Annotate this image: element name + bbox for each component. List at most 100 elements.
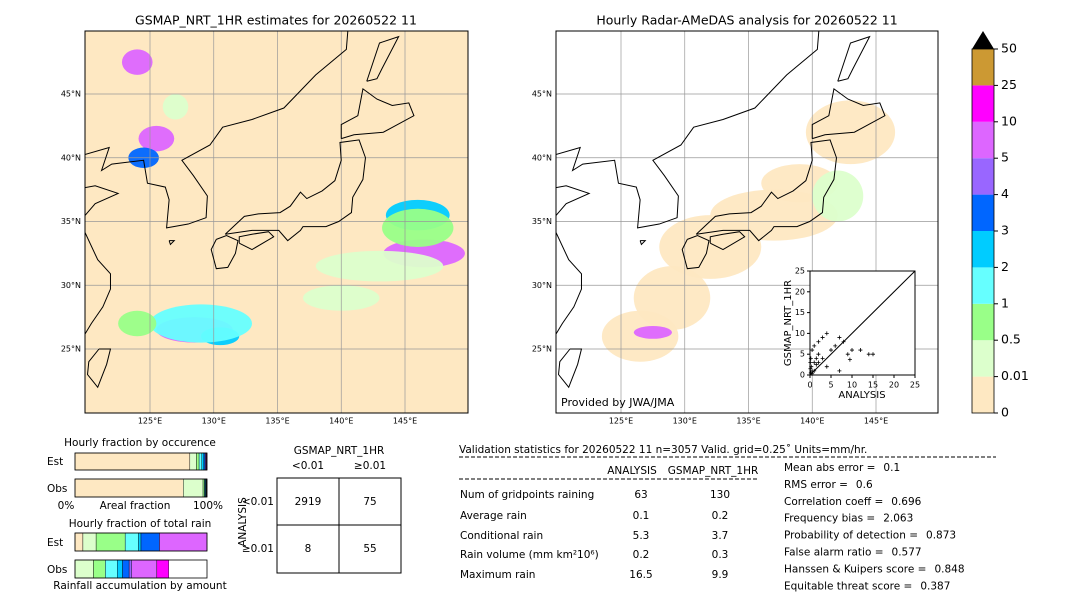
scatter-point (824, 364, 829, 369)
cell: 55 (363, 543, 376, 555)
coastline (681, 234, 710, 270)
column-header: GSMAP_NRT_1HR (668, 465, 759, 477)
fraction-segment (128, 559, 132, 579)
fraction-segment (95, 532, 126, 552)
lat-label: 30°N (61, 281, 81, 290)
fraction-text: Areal fraction (100, 500, 171, 512)
scatter-point (824, 331, 829, 336)
score: Correlation coeff = 0.696 (784, 496, 922, 508)
coastline (340, 88, 415, 140)
colorbar-label: 25 (1001, 77, 1017, 92)
colorbar-segment (972, 340, 994, 377)
y-tick-label: 15 (795, 308, 805, 317)
score-value: 0.577 (892, 547, 922, 559)
bar-frame (74, 452, 208, 471)
scatter-point (850, 348, 854, 353)
row-label: <0.01 (242, 496, 274, 508)
validation: Validation statistics for 20260522 11 n=… (459, 444, 996, 592)
rain-area (118, 310, 157, 337)
lon-label: 130°E (673, 417, 697, 426)
row-label: ≥0.01 (242, 543, 274, 555)
colorbar-label: 2 (1001, 259, 1009, 274)
coastline (811, 88, 886, 140)
col-label: <0.01 (292, 460, 324, 472)
scatter-point (845, 352, 850, 357)
score: False alarm ratio = 0.577 (784, 547, 922, 559)
row-value: 0.2 (633, 549, 650, 561)
bar-frame (74, 532, 208, 552)
lat-label: 45°N (532, 90, 552, 99)
fraction-segment (124, 532, 139, 552)
lon-label: 140°E (329, 417, 353, 426)
scatter-point (858, 348, 863, 353)
scatter-point (833, 343, 838, 348)
fraction-segment (74, 452, 191, 471)
scatter-point (809, 364, 814, 369)
fraction-text: Obs (47, 483, 67, 495)
colorbar-segment (972, 194, 994, 231)
y-tick-label: 5 (800, 350, 805, 359)
fraction-text: Rainfall accumulation by amount (53, 580, 226, 592)
score-value: 2.063 (883, 513, 913, 525)
fraction-segment (122, 559, 130, 579)
coastline (87, 348, 112, 389)
fraction-text: Est (47, 456, 63, 468)
colorbar-segment (972, 121, 994, 159)
x-tick-label: 5 (828, 381, 833, 390)
colorbar-label: 3 (1001, 223, 1009, 238)
score-label: RMS error = (784, 479, 848, 491)
credit: Provided by JWA/JMA (561, 396, 675, 409)
row-value: 0.1 (633, 510, 650, 522)
x-tick-label: 0 (807, 381, 812, 390)
scatter-point (837, 335, 842, 340)
diagonal (809, 270, 916, 376)
scatter-point (841, 339, 846, 344)
scatter-point (808, 356, 813, 361)
lon-label: 145°E (393, 417, 417, 426)
scatter-inset: 0 5 10 15 20 25 0 5 10 15 20 25 ANALYSIS GSMAP_NRT_1H… (783, 267, 920, 402)
colorbar-segment (972, 376, 994, 413)
column-header: ANALYSIS (607, 465, 657, 477)
fraction-segment (198, 452, 202, 471)
colorbar-label: 0.01 (1001, 368, 1029, 383)
x-axis-label: ANALYSIS (838, 390, 885, 401)
coastline (709, 231, 746, 251)
scatter-point (829, 348, 833, 353)
scatter-point (847, 357, 852, 362)
rain-area (382, 208, 454, 247)
fraction-segment (131, 559, 158, 579)
bar-frame (74, 559, 208, 579)
scatter-point (812, 343, 817, 348)
score-value: 0.1 (883, 462, 900, 474)
row-value: 0.3 (712, 549, 729, 561)
lon-label: 125°E (609, 417, 633, 426)
fraction-segment (159, 532, 208, 552)
coastline (224, 139, 366, 242)
x-tick-label: 15 (868, 381, 878, 390)
scatter-point (837, 368, 842, 373)
lat-label: 40°N (61, 153, 81, 162)
score: Hanssen & Kuipers score = 0.848 (784, 563, 965, 575)
colorbar: 0 0.01 0.5 1 2 3 4 5 10 25 50 (971, 31, 1029, 420)
y-axis-label: GSMAP_NRT_1HR (783, 280, 794, 366)
scatter-point (808, 366, 813, 371)
row-label: Maximum rain (460, 569, 535, 581)
coastline (556, 31, 820, 229)
x-tick-label: 20 (889, 381, 899, 390)
lat-label: 35°N (61, 217, 81, 226)
score-value: 0.387 (920, 580, 950, 592)
coastline (238, 231, 275, 251)
row-value: 3.7 (712, 530, 729, 542)
fraction-segment (74, 532, 84, 552)
right-map-frame (555, 30, 939, 414)
colorbar-label: 10 (1001, 113, 1017, 128)
coastline (366, 35, 400, 82)
fraction-segment (140, 532, 160, 552)
scatter-point (814, 356, 819, 361)
bar-frame (74, 478, 208, 498)
score: Equitable threat score = 0.387 (784, 580, 950, 592)
cell: 8 (305, 543, 312, 555)
